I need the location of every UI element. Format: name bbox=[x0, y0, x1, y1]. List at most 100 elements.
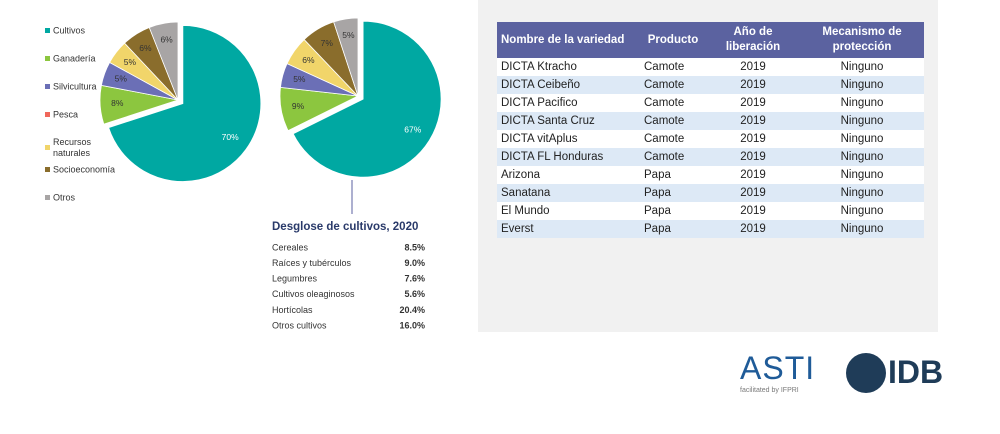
legend-line: Recursos bbox=[53, 137, 92, 147]
table-row: DICTA Ceibeño Camote 2019 Ninguno bbox=[497, 76, 924, 94]
slice-label: 6% bbox=[139, 43, 152, 53]
legend-label: Otros bbox=[53, 192, 76, 202]
table-cell: Ninguno bbox=[800, 94, 924, 112]
table-cell: Camote bbox=[640, 94, 706, 112]
pie-slice bbox=[108, 25, 262, 182]
table-cell: DICTA Pacifico bbox=[497, 94, 640, 112]
slice-label: 9% bbox=[292, 101, 305, 111]
table-cell: 2019 bbox=[706, 166, 800, 184]
breakdown-label: Otros cultivos bbox=[272, 320, 327, 330]
legend-swatch bbox=[45, 84, 50, 89]
breakdown-value: 16.0% bbox=[399, 320, 425, 330]
pie-slice bbox=[292, 20, 442, 178]
legend-label: Cultivos bbox=[53, 25, 86, 35]
table-row: DICTA FL Honduras Camote 2019 Ninguno bbox=[497, 148, 924, 166]
table-cell: 2019 bbox=[706, 148, 800, 166]
table-row: DICTA Pacifico Camote 2019 Ninguno bbox=[497, 94, 924, 112]
table-row: DICTA Ktracho Camote 2019 Ninguno bbox=[497, 58, 924, 76]
table-cell: Papa bbox=[640, 220, 706, 238]
breakdown-label: Cereales bbox=[272, 242, 309, 252]
table-cell: DICTA Ktracho bbox=[497, 58, 640, 76]
table-cell: Camote bbox=[640, 130, 706, 148]
table-cell: DICTA Santa Cruz bbox=[497, 112, 640, 130]
legend-swatch bbox=[45, 145, 50, 150]
legend-label: Recursos naturales bbox=[53, 137, 92, 158]
slice-label: 5% bbox=[124, 57, 137, 67]
table-cell: Arizona bbox=[497, 166, 640, 184]
table-cell: DICTA vitAplus bbox=[497, 130, 640, 148]
table-cell: 2019 bbox=[706, 202, 800, 220]
variety-table: Nombre de la variedad Producto Año de libe… bbox=[497, 22, 924, 238]
table-row: DICTA Santa Cruz Camote 2019 Ninguno bbox=[497, 112, 924, 130]
header-cell: Producto bbox=[640, 22, 706, 58]
table-row: Sanatana Papa 2019 Ninguno bbox=[497, 184, 924, 202]
table-cell: Ninguno bbox=[800, 202, 924, 220]
table-cell: Camote bbox=[640, 76, 706, 94]
header-cell: Mecanismo de protección bbox=[800, 22, 924, 58]
slice-label: 5% bbox=[342, 30, 355, 40]
breakdown-value: 9.0% bbox=[404, 258, 425, 268]
asti-sub: facilitated by IFPRI bbox=[740, 387, 799, 394]
table-cell: Ninguno bbox=[800, 130, 924, 148]
charts: 70%8%5%5%6%6%CultivosGanaderíaSilvicultu… bbox=[45, 17, 442, 330]
table-cell: Papa bbox=[640, 202, 706, 220]
idb-text: IDB bbox=[888, 354, 944, 390]
legend-label: Pesca bbox=[53, 109, 78, 119]
table-cell: Ninguno bbox=[800, 220, 924, 238]
slice-label: 7% bbox=[321, 38, 334, 48]
table-cell: Papa bbox=[640, 166, 706, 184]
slice-label: 6% bbox=[160, 34, 173, 44]
table-cell: Camote bbox=[640, 112, 706, 130]
table-cell: Papa bbox=[640, 184, 706, 202]
table-cell: 2019 bbox=[706, 94, 800, 112]
legend-label: Socioeconomía bbox=[53, 164, 115, 174]
legend-swatch bbox=[45, 28, 50, 33]
breakdown-label: Cultivos oleaginosos bbox=[272, 289, 355, 299]
header-cell: Año de liberación bbox=[706, 22, 800, 58]
table-cell: Ninguno bbox=[800, 184, 924, 202]
slice-label: 67% bbox=[404, 124, 421, 134]
breakdown-value: 8.5% bbox=[404, 242, 425, 252]
legend-swatch bbox=[45, 112, 50, 117]
header-cell: Nombre de la variedad bbox=[497, 22, 640, 58]
pie-slice bbox=[148, 21, 179, 101]
breakdown-value: 20.4% bbox=[399, 305, 425, 315]
table-row: DICTA vitAplus Camote 2019 Ninguno bbox=[497, 130, 924, 148]
table-cell: Ninguno bbox=[800, 166, 924, 184]
breakdown-label: Hortícolas bbox=[272, 305, 313, 315]
table-row: Everst Papa 2019 Ninguno bbox=[497, 220, 924, 238]
asti-text: ASTI bbox=[740, 350, 816, 386]
breakdown-value: 7.6% bbox=[404, 274, 425, 284]
table-cell: Everst bbox=[497, 220, 640, 238]
idb-emblem bbox=[846, 353, 886, 393]
slice-label: 70% bbox=[222, 132, 239, 142]
legend-swatch bbox=[45, 56, 50, 61]
legend-line: naturales bbox=[53, 148, 91, 158]
table-cell: El Mundo bbox=[497, 202, 640, 220]
table-cell: DICTA FL Honduras bbox=[497, 148, 640, 166]
table-cell: 2019 bbox=[706, 112, 800, 130]
slice-label: 5% bbox=[293, 74, 306, 84]
table-cell: 2019 bbox=[706, 76, 800, 94]
table-cell: 2019 bbox=[706, 58, 800, 76]
table-cell: Ninguno bbox=[800, 76, 924, 94]
table-row: Arizona Papa 2019 Ninguno bbox=[497, 166, 924, 184]
table-cell: 2019 bbox=[706, 184, 800, 202]
slice-label: 6% bbox=[302, 55, 315, 65]
legend-label: Ganadería bbox=[53, 53, 96, 63]
breakdown-title: Desglose de cultivos, 2020 bbox=[272, 221, 418, 233]
table-cell: 2019 bbox=[706, 220, 800, 238]
asti-logo: ASTI facilitated by IFPRI bbox=[740, 350, 820, 394]
table-cell: 2019 bbox=[706, 130, 800, 148]
pie-slice bbox=[333, 17, 359, 97]
breakdown-value: 5.6% bbox=[404, 289, 425, 299]
table-cell: Camote bbox=[640, 148, 706, 166]
breakdown-label: Legumbres bbox=[272, 274, 318, 284]
legend-swatch bbox=[45, 167, 50, 172]
table-row: El Mundo Papa 2019 Ninguno bbox=[497, 202, 924, 220]
table-cell: Camote bbox=[640, 58, 706, 76]
breakdown-label: Raíces y tubérculos bbox=[272, 258, 352, 268]
table-cell: Ninguno bbox=[800, 148, 924, 166]
slice-label: 5% bbox=[115, 74, 128, 84]
